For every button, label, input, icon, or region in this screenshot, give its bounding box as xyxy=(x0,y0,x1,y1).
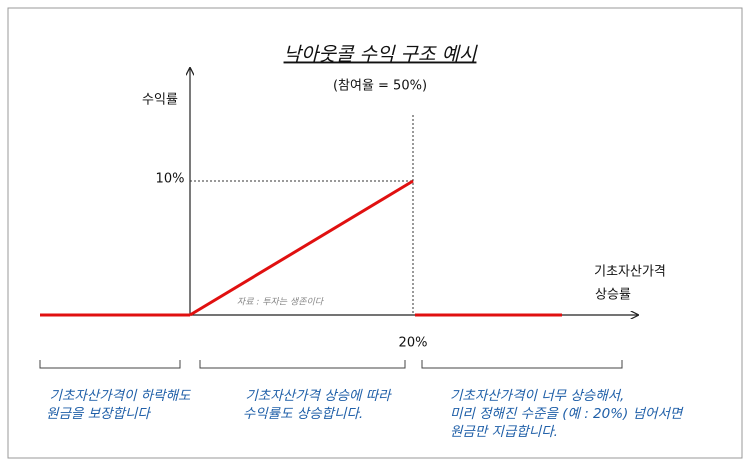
y-marker: 10% xyxy=(156,172,185,187)
x-marker: 20% xyxy=(399,336,428,351)
source: 자료 : 투자는 생존이다 xyxy=(237,297,325,308)
x-axis-label: 상승률 xyxy=(595,288,631,303)
x-axis-label: 기초자산가격 xyxy=(594,265,666,280)
region-text: 원금만 지급합니다. xyxy=(450,424,558,440)
subtitle: (참여율 = 50%) xyxy=(333,79,427,94)
brace xyxy=(199,360,406,369)
brace xyxy=(421,360,623,369)
brace xyxy=(39,360,181,369)
title: 낙아웃콜 수익 구조 예시 xyxy=(284,44,478,66)
y-axis-label: 수익률 xyxy=(142,93,178,108)
region-text: 원금을 보장합니다 xyxy=(46,406,151,422)
region-text: 미리 정해진 수준을 (예 : 20%) 넘어서면 xyxy=(450,406,684,422)
region-text: 기초자산가격 상승에 따라 xyxy=(245,388,392,404)
region-text: 수익률도 상승합니다. xyxy=(243,406,363,422)
frame xyxy=(7,7,743,459)
region-text: 기초자산가격이 하락해도 xyxy=(50,388,191,404)
region-text: 기초자산가격이 너무 상승해서, xyxy=(450,388,624,404)
payoff-line xyxy=(189,179,414,317)
